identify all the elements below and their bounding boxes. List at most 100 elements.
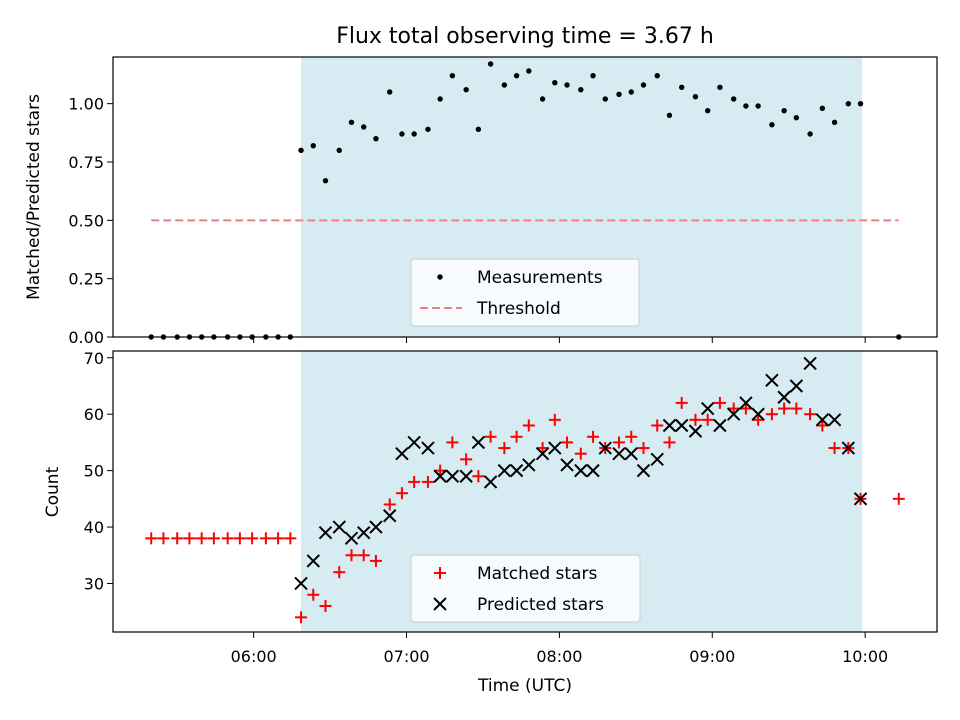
predicted-star-point [459, 469, 473, 483]
measurement-point [501, 82, 508, 88]
legend-matched-marker [434, 567, 446, 579]
matched-star-point [408, 475, 421, 488]
matched-star-point [689, 413, 702, 426]
measurement-point [781, 107, 787, 114]
measurement-point [590, 72, 596, 79]
measurement-point [411, 131, 417, 137]
top-legend: Measurements Threshold [410, 258, 640, 327]
top-y-axis-label: Matched/Predicted stars [24, 94, 44, 300]
predicted-star-point [713, 418, 727, 433]
predicted-stars-points [294, 356, 868, 591]
matched-star-point [183, 532, 196, 545]
measurement-point [564, 82, 570, 88]
predicted-star-point [827, 413, 842, 427]
matched-star-point [536, 442, 549, 455]
predicted-star-point [586, 463, 600, 478]
matched-star-point [319, 600, 332, 613]
bottom-x-tick-label: 10:00 [842, 647, 888, 666]
predicted-star-point [395, 446, 409, 461]
chart-title: Flux total observing time = 3.67 h [336, 24, 714, 49]
measurement-point [717, 84, 723, 91]
bottom-x-tick-label: 07:00 [383, 647, 429, 666]
predicted-star-point [332, 520, 346, 534]
measurement-point [755, 103, 761, 109]
predicted-star-point [471, 435, 486, 450]
bottom-y-axis-label: Count [43, 466, 63, 517]
matched-star-point [752, 413, 765, 426]
predicted-star-point [674, 418, 689, 433]
bottom-y-tick-label: 40 [84, 518, 104, 537]
bottom-y-tick-label: 30 [84, 574, 104, 593]
measurement-point [602, 96, 608, 102]
measurement-point [487, 61, 494, 67]
matched-star-point [625, 430, 638, 443]
predicted-star-point [560, 458, 574, 472]
measurement-point [654, 72, 660, 79]
bottom-x-tick-label: 09:00 [689, 647, 735, 666]
predicted-star-point [548, 441, 562, 455]
matched-star-point [157, 532, 170, 545]
measurement-point [399, 131, 405, 137]
legend-predicted-marker [433, 597, 447, 611]
measurement-point [526, 68, 532, 74]
top-y-tick-label: 0.50 [68, 211, 104, 230]
matched-star-point [284, 532, 297, 545]
measurement-point [387, 89, 393, 95]
predicted-star-point [751, 407, 765, 421]
matched-star-point [739, 402, 752, 415]
matched-star-point [246, 532, 259, 545]
measurement-points [148, 61, 902, 340]
matched-star-point [765, 408, 778, 421]
matched-star-point [357, 549, 370, 562]
matched-star-point [233, 532, 246, 545]
matched-star-point [651, 419, 664, 432]
predicted-star-point [318, 525, 333, 540]
predicted-star-point [650, 452, 664, 467]
x-axis-label: Time (UTC) [477, 676, 572, 696]
measurement-point [322, 177, 329, 184]
bottom-axes-frame [112, 350, 938, 633]
predicted-star-point [407, 435, 421, 450]
predicted-star-point [688, 424, 703, 438]
predicted-star-point [612, 446, 626, 461]
predicted-star-point [357, 525, 371, 540]
matched-star-point [484, 430, 497, 443]
measurement-point [743, 103, 749, 109]
bottom-x-axis-ticks: 06:00 07:00 08:00 09:00 10:00 [231, 632, 888, 666]
matched-star-point [395, 487, 408, 500]
bottom-x-tick-label: 08:00 [536, 647, 582, 666]
top-y-axis-ticks: 0.00 0.25 0.50 0.75 1.00 [68, 95, 113, 347]
matched-star-point [663, 436, 676, 449]
bottom-panel: 30 40 50 60 70 06:00 07:00 08:00 09:00 10:00 Tim… [43, 349, 938, 696]
matched-star-point [171, 532, 184, 545]
measurement-point [361, 124, 367, 130]
predicted-star-point [853, 492, 868, 506]
matched-star-point [613, 436, 626, 449]
matched-stars-points [145, 396, 905, 624]
matched-star-point [790, 402, 803, 415]
matched-star-point [892, 492, 905, 505]
predicted-star-point [662, 418, 677, 433]
bottom-legend: Matched stars Predicted stars [410, 554, 641, 623]
measurement-point [437, 96, 443, 102]
matched-star-point [145, 532, 158, 545]
predicted-star-point [445, 469, 460, 483]
measurement-point [831, 119, 838, 126]
matched-star-point [561, 436, 574, 449]
matched-star-point [272, 532, 285, 545]
top-y-tick-label: 0.25 [68, 270, 104, 289]
matched-star-point [446, 436, 459, 449]
matched-star-point [574, 447, 587, 460]
matched-star-point [295, 611, 308, 624]
measurement-point [425, 126, 431, 133]
legend-matched-label: Matched stars [477, 564, 597, 584]
matched-star-point [778, 402, 791, 415]
matched-star-point [675, 396, 688, 409]
predicted-star-point [535, 446, 550, 461]
predicted-star-point [765, 373, 779, 388]
predicted-star-point [294, 576, 308, 591]
measurement-point [348, 119, 355, 126]
predicted-star-point [382, 509, 397, 523]
predicted-star-point [726, 407, 741, 421]
